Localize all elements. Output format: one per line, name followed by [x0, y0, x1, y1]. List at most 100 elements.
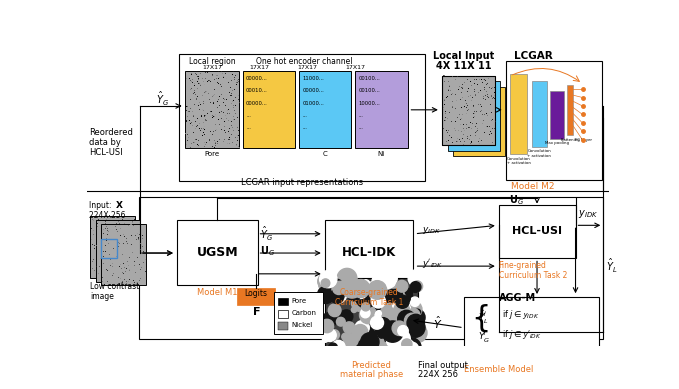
- Text: Carbon: Carbon: [291, 310, 316, 316]
- Circle shape: [330, 289, 344, 303]
- Circle shape: [405, 288, 413, 296]
- Text: LCGAR input representations: LCGAR input representations: [241, 178, 363, 187]
- Circle shape: [375, 311, 385, 320]
- Bar: [90, 216, 135, 278]
- Circle shape: [355, 350, 368, 363]
- Circle shape: [405, 342, 418, 356]
- Text: Convolution
+ activation: Convolution + activation: [507, 157, 530, 165]
- Bar: [507, 61, 602, 180]
- Circle shape: [392, 287, 413, 308]
- Circle shape: [329, 304, 341, 317]
- Circle shape: [368, 298, 376, 306]
- Circle shape: [391, 353, 399, 361]
- Circle shape: [410, 342, 418, 349]
- Circle shape: [362, 303, 370, 311]
- Text: HCL-IDK: HCL-IDK: [342, 246, 397, 259]
- Circle shape: [360, 344, 378, 363]
- Bar: [510, 74, 527, 154]
- Circle shape: [407, 314, 424, 332]
- Circle shape: [320, 270, 337, 288]
- Circle shape: [412, 281, 422, 292]
- Circle shape: [359, 350, 368, 359]
- Circle shape: [362, 280, 370, 288]
- Circle shape: [401, 317, 416, 332]
- Circle shape: [332, 281, 348, 298]
- Bar: [464, 297, 599, 363]
- Circle shape: [403, 337, 409, 343]
- Circle shape: [366, 282, 378, 293]
- Text: Fine-grained
Curriculum Task 2: Fine-grained Curriculum Task 2: [498, 261, 567, 280]
- Text: Ensemble Model: Ensemble Model: [464, 365, 533, 375]
- Text: 17X17: 17X17: [250, 65, 270, 70]
- Bar: [274, 291, 323, 334]
- Circle shape: [381, 291, 401, 310]
- Circle shape: [386, 334, 406, 354]
- Circle shape: [331, 279, 342, 291]
- Bar: [325, 278, 418, 359]
- Circle shape: [359, 306, 377, 324]
- Circle shape: [396, 280, 408, 292]
- Circle shape: [361, 308, 370, 318]
- Text: Flattening: Flattening: [560, 138, 580, 142]
- Circle shape: [394, 302, 409, 317]
- Circle shape: [375, 318, 390, 333]
- Text: if $j \in \mathcal{y}_{IDK}$: if $j \in \mathcal{y}_{IDK}$: [502, 308, 540, 321]
- Circle shape: [382, 321, 403, 342]
- Circle shape: [324, 329, 336, 342]
- Circle shape: [329, 330, 340, 340]
- Circle shape: [356, 335, 365, 345]
- Circle shape: [407, 308, 420, 322]
- Text: Coarse-grained
Curriculum Task 1: Coarse-grained Curriculum Task 1: [335, 288, 403, 307]
- Circle shape: [408, 322, 416, 331]
- Text: HCL-USI: HCL-USI: [512, 226, 562, 236]
- Circle shape: [363, 329, 373, 338]
- Text: Local Input: Local Input: [433, 51, 494, 61]
- Circle shape: [337, 317, 345, 326]
- Circle shape: [403, 292, 407, 295]
- Bar: [185, 71, 239, 148]
- Text: $\hat{Y}_G^j$: $\hat{Y}_G^j$: [478, 328, 490, 345]
- Circle shape: [405, 313, 420, 328]
- Circle shape: [370, 287, 387, 303]
- Bar: [243, 71, 295, 148]
- Circle shape: [396, 295, 409, 308]
- Circle shape: [371, 316, 384, 329]
- Circle shape: [380, 313, 389, 322]
- Text: 224X 256: 224X 256: [89, 211, 126, 220]
- Circle shape: [390, 333, 393, 337]
- Circle shape: [328, 284, 347, 303]
- Text: Input:: Input:: [89, 201, 114, 210]
- Circle shape: [402, 339, 412, 349]
- Text: $\hat{Y}_G$: $\hat{Y}_G$: [260, 225, 273, 244]
- Circle shape: [387, 326, 394, 333]
- Circle shape: [371, 336, 384, 350]
- Circle shape: [410, 282, 421, 293]
- Text: Predicted: Predicted: [352, 361, 391, 370]
- Circle shape: [380, 289, 384, 293]
- Text: 17X17: 17X17: [202, 65, 222, 70]
- Circle shape: [367, 347, 388, 368]
- Text: ...: ...: [246, 125, 251, 130]
- Text: material phase: material phase: [340, 370, 403, 379]
- Bar: [278, 310, 289, 318]
- Circle shape: [337, 268, 357, 288]
- Bar: [139, 197, 603, 339]
- Text: 17X17: 17X17: [346, 65, 365, 70]
- Text: $y_{IDK}$: $y_{IDK}$: [422, 224, 441, 236]
- Circle shape: [386, 329, 408, 350]
- Text: 00000...: 00000...: [246, 76, 268, 81]
- Circle shape: [391, 289, 395, 293]
- Text: $\hat{Y}$: $\hat{Y}$: [433, 315, 443, 331]
- Circle shape: [339, 348, 360, 369]
- Circle shape: [361, 333, 379, 351]
- Circle shape: [393, 337, 407, 351]
- Circle shape: [383, 278, 390, 286]
- Circle shape: [318, 277, 335, 293]
- Text: Local region: Local region: [189, 57, 236, 66]
- Bar: [179, 54, 425, 181]
- Circle shape: [354, 285, 367, 298]
- Text: ...: ...: [359, 125, 363, 130]
- Text: Logits: Logits: [244, 289, 268, 298]
- Bar: [299, 71, 352, 148]
- Circle shape: [356, 326, 375, 345]
